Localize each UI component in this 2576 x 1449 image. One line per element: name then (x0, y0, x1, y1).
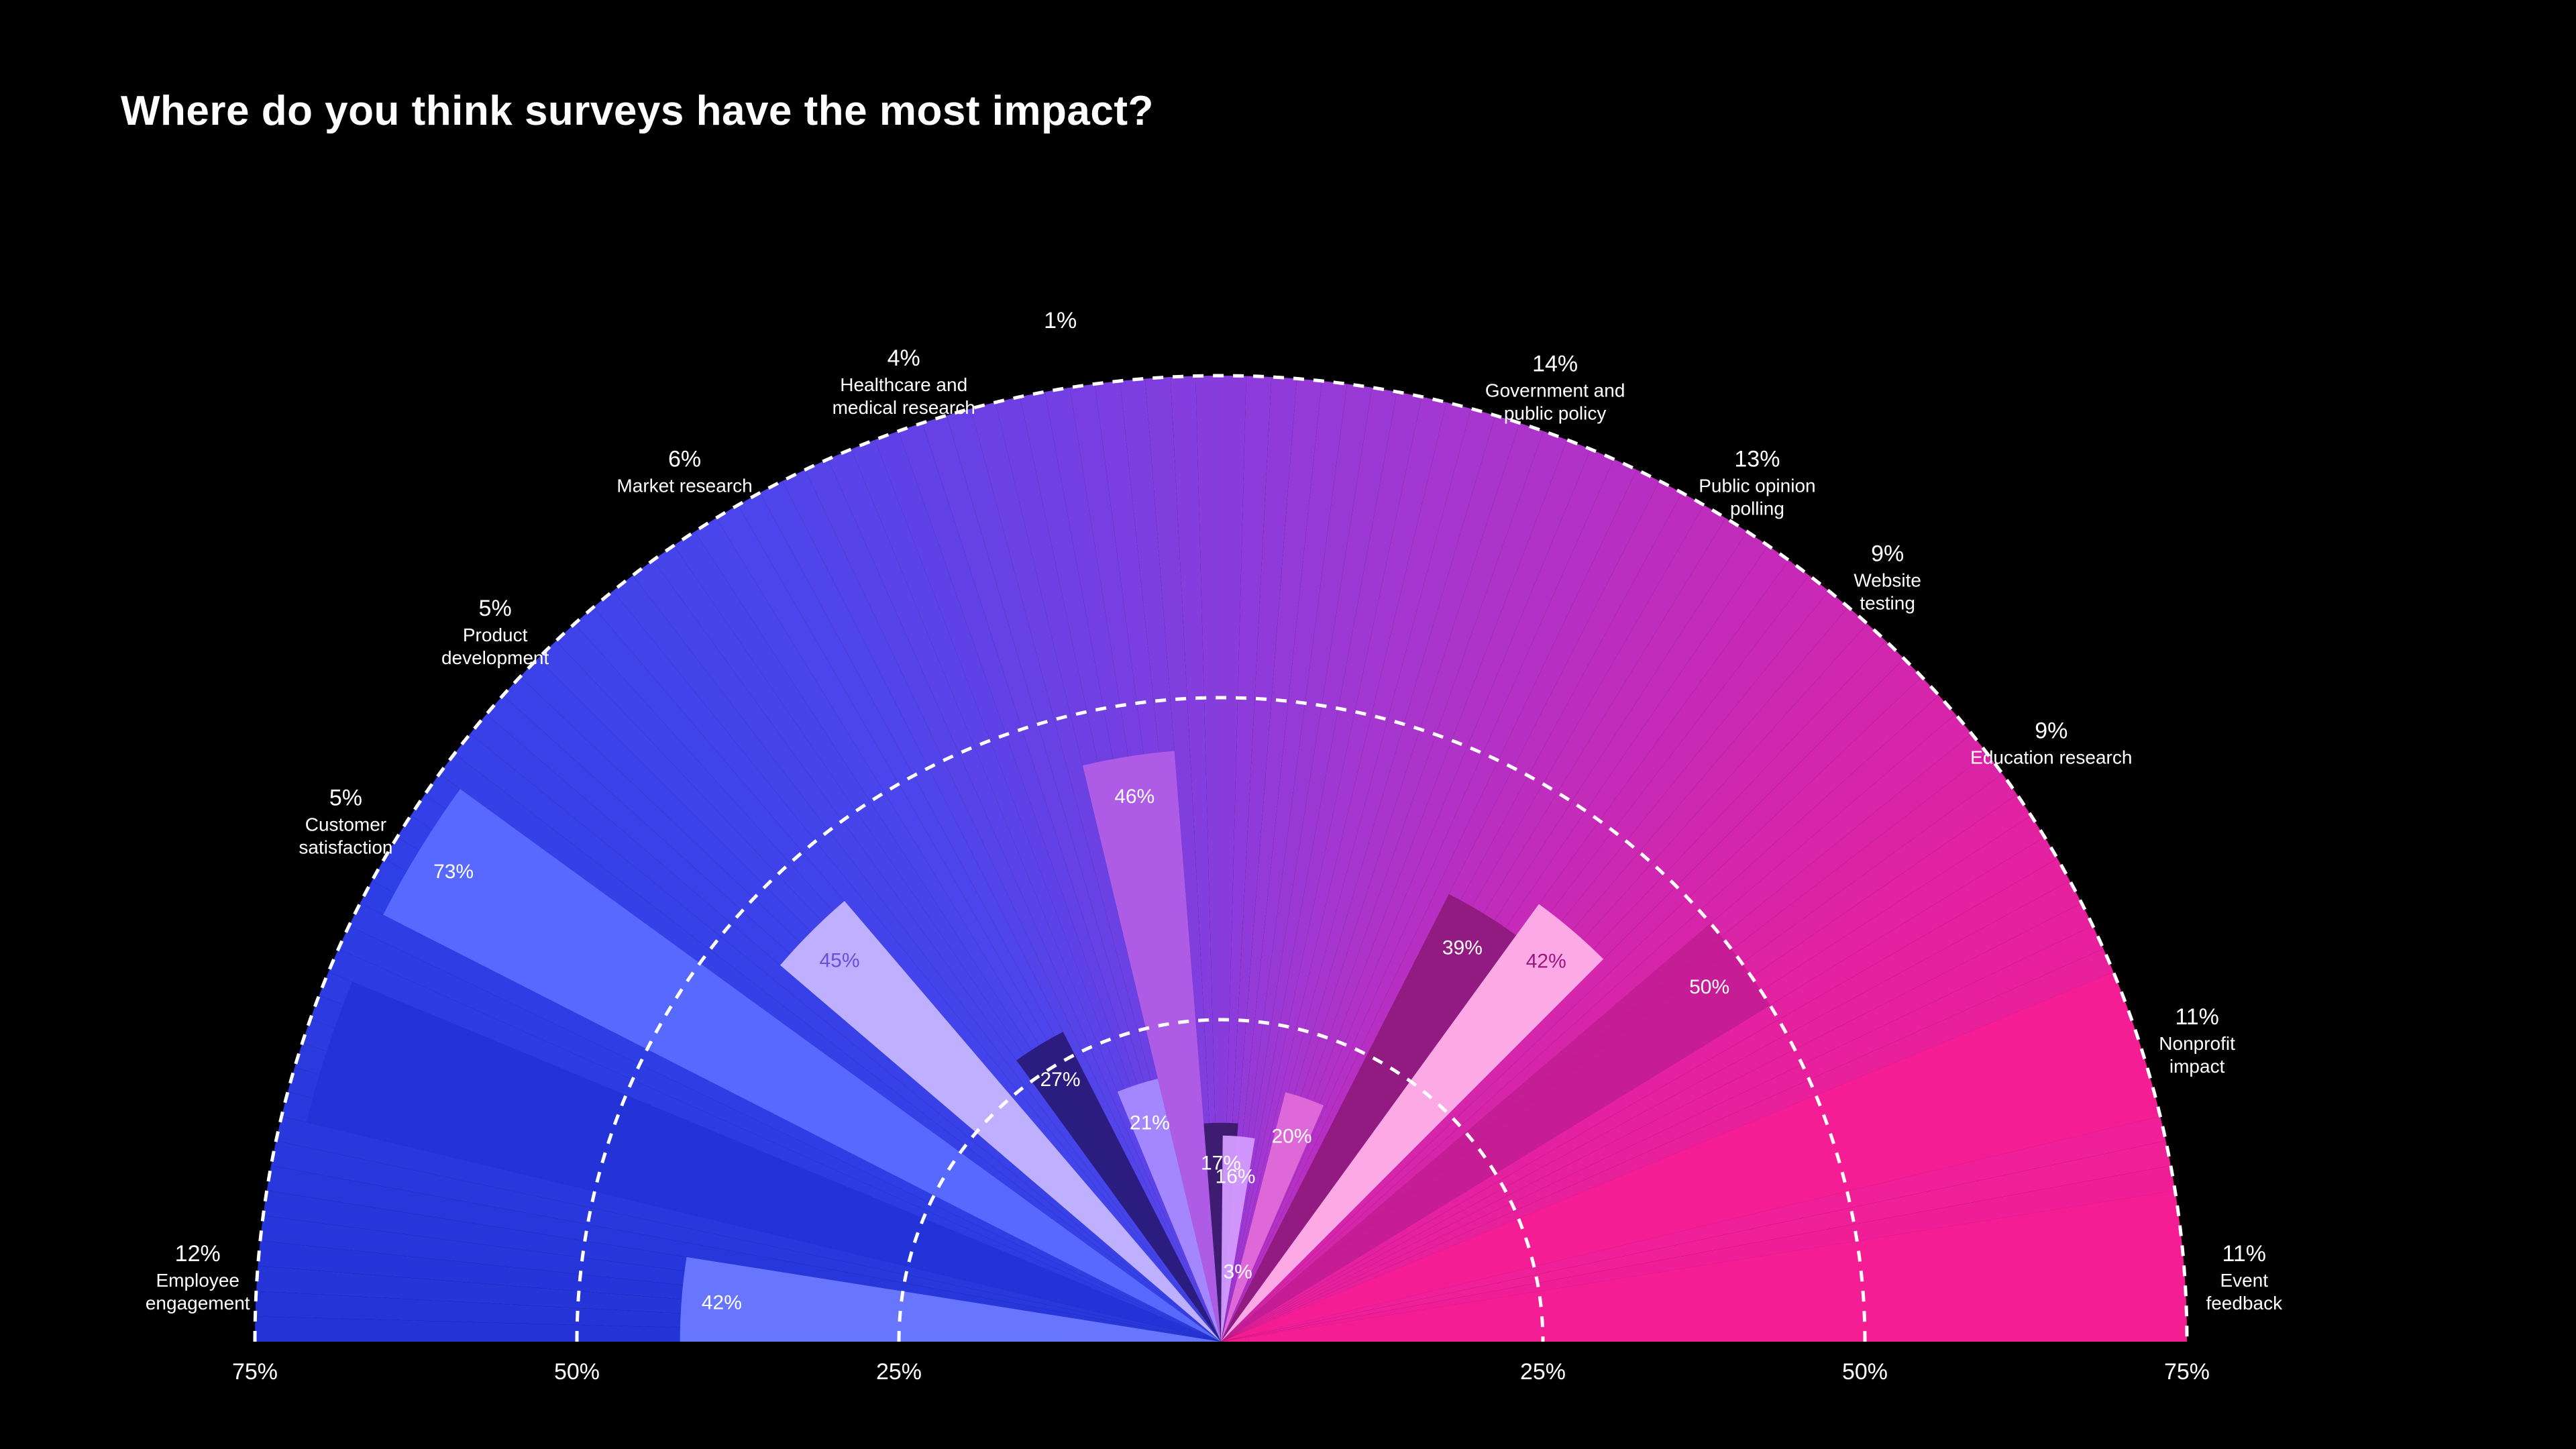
axis-tick-label: 25% (876, 1359, 922, 1385)
slice-value-label: 42% (1526, 950, 1566, 972)
category-label: impact (2169, 1056, 2225, 1077)
category-pct: 11% (2175, 1004, 2219, 1030)
slice-value-label: 21% (1130, 1112, 1170, 1134)
slice-value-label: 16% (1216, 1166, 1256, 1188)
category-label: Education research (1970, 747, 2132, 768)
slice-value-label: 3% (1223, 1260, 1252, 1283)
category-label: Customer (305, 814, 386, 835)
slice-value-label: 27% (1040, 1069, 1080, 1091)
axis-tick-label: 75% (2164, 1359, 2210, 1385)
slice-value-label: 73% (433, 861, 474, 883)
axis-tick-label: 25% (1520, 1359, 1566, 1385)
category-label: testing (1860, 593, 1915, 614)
category-label: medical research (833, 397, 975, 418)
category-label: Product (463, 625, 528, 645)
slice-value-label: 39% (1442, 937, 1483, 959)
polar-chart: 25% 25% 50% 50% 75% 75% 42% 12% Employeeengageme… (0, 0, 2576, 1449)
category-pct: 1% (1044, 308, 1077, 333)
category-label: Nonprofit (2159, 1033, 2235, 1054)
category-label: Event (2220, 1270, 2268, 1291)
category-label: Employee (156, 1270, 239, 1291)
axis-tick-label: 50% (1842, 1359, 1888, 1385)
slice-value-label: 42% (702, 1291, 742, 1313)
category-label: feedback (2206, 1293, 2283, 1313)
category-label: Website (1854, 570, 1921, 591)
slice-value-label: 20% (1271, 1126, 1311, 1148)
category-pct: 6% (668, 446, 701, 472)
category-pct: 12% (175, 1241, 221, 1267)
category-label: Market research (616, 475, 752, 496)
category-pct: 13% (1734, 446, 1780, 472)
category-label: public policy (1504, 402, 1607, 423)
category-pct: 5% (329, 786, 362, 811)
category-pct: 9% (1871, 541, 1904, 567)
category-pct: 11% (2222, 1241, 2267, 1267)
axis-tick-label: 75% (232, 1359, 278, 1385)
category-label: Healthcare and (840, 374, 967, 395)
category-label: polling (1730, 498, 1784, 519)
slice-value-label: 46% (1114, 786, 1155, 808)
category-label: engagement (146, 1293, 250, 1313)
category-label: Public opinion (1699, 475, 1815, 496)
category-label: satisfaction (299, 837, 392, 858)
category-pct: 14% (1532, 351, 1578, 376)
slice-value-label: 45% (819, 949, 859, 971)
slice-value-label: 50% (1689, 976, 1729, 998)
category-pct: 4% (888, 345, 920, 371)
axis-tick-label: 50% (554, 1359, 600, 1385)
category-pct: 9% (2035, 718, 2068, 744)
category-pct: 5% (479, 596, 512, 621)
category-label: Government and (1485, 380, 1625, 400)
category-label: development (441, 647, 549, 668)
